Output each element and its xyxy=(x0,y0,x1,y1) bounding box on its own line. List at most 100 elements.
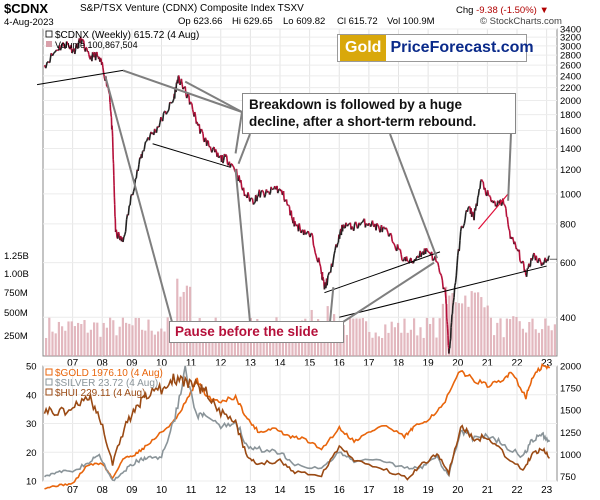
price-bar xyxy=(165,112,168,115)
price-bar xyxy=(145,138,149,142)
price-bar xyxy=(519,260,522,263)
price-bar xyxy=(337,241,339,244)
price-bar xyxy=(508,228,511,231)
price-bar xyxy=(393,243,396,247)
price-bar xyxy=(167,109,170,112)
price-bar xyxy=(307,230,310,234)
price-bar xyxy=(82,40,86,49)
price-bar xyxy=(386,229,389,233)
volume-bar xyxy=(406,332,409,356)
price-bar xyxy=(377,224,380,227)
price-bar xyxy=(101,62,104,69)
volume-bar xyxy=(515,317,518,356)
x-tick-label: 15 xyxy=(304,485,316,496)
close-value: 615.72 xyxy=(348,16,378,27)
volume-bar xyxy=(393,327,396,356)
price-bar xyxy=(272,187,275,190)
annotation-pointer xyxy=(234,169,251,323)
price-bar xyxy=(117,231,121,236)
volume-bar xyxy=(486,305,489,356)
price-bar xyxy=(463,218,466,224)
price-bar xyxy=(480,179,484,182)
price-bar xyxy=(309,233,312,238)
price-bar xyxy=(291,218,294,221)
price-bar xyxy=(464,212,467,220)
volume-bar xyxy=(525,332,528,356)
price-bar xyxy=(438,267,441,273)
volume-bar xyxy=(115,335,118,356)
volume-bar xyxy=(221,334,224,356)
price-bar xyxy=(391,240,394,244)
annotation-pointer xyxy=(329,287,335,323)
volume-bar xyxy=(125,322,128,356)
price-bar xyxy=(462,223,466,227)
price-bar xyxy=(535,255,538,261)
price-y-tick-label: 1600 xyxy=(560,126,581,137)
price-bar xyxy=(333,249,336,255)
commodity-line xyxy=(43,365,551,482)
price-bar xyxy=(369,223,373,228)
volume-bar xyxy=(502,337,505,356)
price-bar xyxy=(466,207,469,212)
volume-bar xyxy=(429,323,432,356)
price-bar xyxy=(166,110,169,114)
price-bar xyxy=(400,254,403,261)
x-tick-label: 13 xyxy=(245,485,257,496)
price-bar xyxy=(439,272,442,275)
red-trendline xyxy=(478,193,509,230)
price-bar xyxy=(539,259,542,263)
price-bar xyxy=(128,204,131,207)
volume-bar xyxy=(64,330,67,356)
price-bar xyxy=(396,244,400,250)
price-bar xyxy=(359,223,362,226)
volume-bar xyxy=(307,335,310,356)
x-tick-label: 07 xyxy=(67,358,79,369)
volume-bar xyxy=(403,318,406,356)
price-bar xyxy=(247,192,250,197)
x-tick-label: 16 xyxy=(334,358,346,369)
x-tick-label: 12 xyxy=(215,485,227,496)
volume-bar xyxy=(441,303,444,356)
price-y-tick-label: 1000 xyxy=(560,189,581,200)
price-bar xyxy=(137,164,140,171)
price-bar xyxy=(211,147,215,150)
price-bar xyxy=(115,229,118,238)
volume-bar xyxy=(499,318,502,356)
price-bar xyxy=(135,169,139,179)
price-panel-frame xyxy=(42,28,558,357)
volume-bar xyxy=(176,278,179,356)
price-bar xyxy=(456,255,459,266)
volume-bar xyxy=(435,337,438,356)
price-bar xyxy=(388,234,391,237)
volume-bar xyxy=(365,321,368,356)
x-tick-label: 17 xyxy=(363,358,375,369)
volume-tick-label: 1.25B xyxy=(4,251,29,262)
price-bar xyxy=(144,141,147,146)
price-y-tick-label: 400 xyxy=(560,313,576,324)
price-bar xyxy=(454,282,457,286)
price-bar xyxy=(260,189,263,193)
price-bar xyxy=(332,253,336,261)
breakdown-annotation: Breakdown is followed by a huge decline,… xyxy=(242,93,516,134)
volume-bar xyxy=(131,325,134,356)
volume-bar xyxy=(99,336,102,356)
right-y-tick-label: 1500 xyxy=(560,406,581,417)
price-bar xyxy=(124,219,128,232)
price-bar xyxy=(253,201,256,204)
price-bar xyxy=(417,256,420,259)
price-bar xyxy=(514,241,517,246)
price-bar xyxy=(205,140,209,146)
price-bar xyxy=(533,252,536,257)
price-bar xyxy=(506,216,509,225)
price-bar xyxy=(161,113,165,122)
volume-tick-label: 750M xyxy=(4,288,28,299)
price-bar xyxy=(194,111,197,117)
volume-bar xyxy=(390,321,393,356)
price-bar xyxy=(436,261,439,264)
volume-bar xyxy=(483,307,486,356)
x-tick-label: 20 xyxy=(452,485,464,496)
volume-bar xyxy=(467,306,470,356)
price-bar xyxy=(298,223,301,230)
price-bar xyxy=(74,49,77,55)
volume-tick-label: 1.00B xyxy=(4,269,29,280)
